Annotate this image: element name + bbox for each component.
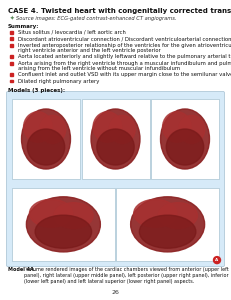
Bar	[10, 31, 13, 34]
Ellipse shape	[161, 109, 210, 169]
Ellipse shape	[213, 256, 221, 264]
Bar	[12, 99, 80, 179]
Ellipse shape	[91, 109, 140, 169]
Text: right ventricle anterior and the left ventricle posterior: right ventricle anterior and the left ve…	[18, 48, 161, 53]
Text: Aorta arising from the right ventricle through a muscular infundibulum and pulmo: Aorta arising from the right ventricle t…	[18, 61, 231, 66]
Text: CASE 4. Twisted heart with congenitally corrected transposition of the great art: CASE 4. Twisted heart with congenitally …	[8, 8, 231, 14]
Ellipse shape	[131, 197, 205, 252]
Text: Inverted anteroposterior relationship of the ventricles for the given atrioventr: Inverted anteroposterior relationship of…	[18, 43, 231, 48]
Ellipse shape	[166, 129, 204, 165]
Bar	[12, 188, 115, 261]
Text: Summary:: Summary:	[8, 24, 40, 29]
Ellipse shape	[158, 203, 198, 228]
Ellipse shape	[179, 116, 205, 143]
Text: Discordant atrioventricular connection / Discordant ventriculoarterial connectio: Discordant atrioventricular connection /…	[18, 36, 231, 41]
Bar	[116, 188, 219, 261]
Ellipse shape	[21, 109, 70, 169]
Bar	[10, 73, 13, 76]
Ellipse shape	[26, 197, 100, 252]
Text: Dilated right pulmonary artery: Dilated right pulmonary artery	[18, 79, 99, 83]
Bar	[10, 80, 13, 82]
Bar	[10, 62, 13, 64]
Bar	[10, 44, 13, 47]
Text: Aorta located anteriorly and slightly leftward relative to the pulmonary arteria: Aorta located anteriorly and slightly le…	[18, 54, 231, 59]
Ellipse shape	[97, 129, 134, 165]
Ellipse shape	[163, 112, 191, 142]
Text: Situs solitus / levocardia / left aortic arch: Situs solitus / levocardia / left aortic…	[18, 30, 126, 35]
Ellipse shape	[109, 116, 135, 143]
Bar	[10, 55, 13, 58]
Text: Confluent inlet and outlet VSD with its upper margin close to the semilunar valv: Confluent inlet and outlet VSD with its …	[18, 72, 231, 77]
Text: Models (3 pieces):: Models (3 pieces):	[8, 88, 65, 93]
Ellipse shape	[139, 215, 196, 248]
Ellipse shape	[35, 215, 92, 248]
Text: arising from the left ventricle without muscular infundibulum: arising from the left ventricle without …	[18, 66, 180, 70]
Text: 26: 26	[111, 290, 119, 295]
Ellipse shape	[93, 112, 122, 142]
Bar	[82, 99, 149, 179]
Bar	[10, 38, 13, 40]
Ellipse shape	[40, 116, 66, 143]
Ellipse shape	[134, 200, 177, 227]
Text: Source images: ECG-gated contrast-enhanced CT angiograms.: Source images: ECG-gated contrast-enhanc…	[16, 16, 176, 21]
Text: A: A	[215, 258, 219, 262]
Ellipse shape	[27, 129, 65, 165]
FancyBboxPatch shape	[6, 92, 225, 267]
Text: ✦: ✦	[10, 16, 15, 21]
Ellipse shape	[30, 200, 73, 227]
Bar	[151, 99, 219, 179]
Ellipse shape	[54, 203, 93, 228]
Text: Volume rendered images of the cardiac chambers viewed from anterior (upper left : Volume rendered images of the cardiac ch…	[24, 267, 229, 284]
Ellipse shape	[24, 112, 52, 142]
Text: Model 4A.: Model 4A.	[8, 267, 36, 272]
